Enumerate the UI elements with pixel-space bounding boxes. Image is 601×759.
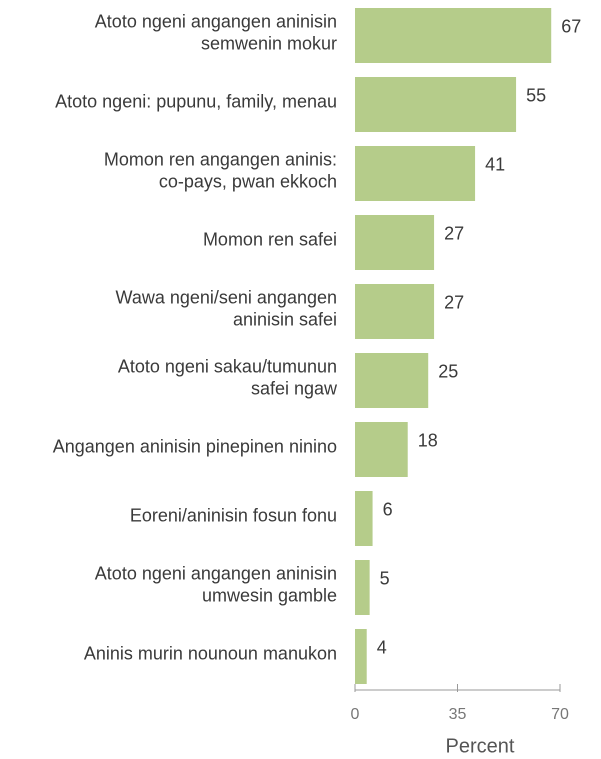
category-label: Atoto ngeni angangen aninisin semwenin mo…: [95, 11, 337, 53]
x-tick-label: 70: [551, 706, 569, 723]
category-label: Eoreni/aninisin fosun fonu: [130, 505, 337, 525]
x-tick-label: 0: [351, 706, 360, 723]
value-label: 4: [377, 637, 387, 657]
bar: [355, 8, 552, 63]
x-axis-label: Percent: [446, 735, 515, 757]
bar: [355, 353, 429, 408]
value-label: 27: [444, 292, 464, 312]
bar: [355, 491, 373, 546]
value-label: 25: [438, 361, 458, 381]
bar: [355, 560, 370, 615]
value-label: 41: [485, 154, 505, 174]
value-label: 55: [526, 85, 546, 105]
category-label: Angangen aninisin pinepinen ninino: [53, 436, 337, 456]
value-label: 5: [380, 568, 390, 588]
category-label: Wawa ngeni/seni angangen aninisin safei: [116, 287, 338, 329]
bar: [355, 77, 517, 132]
bar: [355, 215, 435, 270]
category-label: Momon ren angangen aninis: co-pays, pwan …: [104, 149, 337, 191]
value-label: 6: [383, 499, 393, 519]
bar: [355, 284, 435, 339]
value-label: 18: [418, 430, 438, 450]
category-label: Momon ren safei: [203, 229, 337, 249]
category-label: Atoto ngeni angangen aninisin umwesin gam…: [95, 563, 337, 605]
value-label: 27: [444, 223, 464, 243]
bar: [355, 629, 367, 684]
category-label: Atoto ngeni: pupunu, family, menau: [55, 91, 337, 111]
category-label: Atoto ngeni sakau/tumunun safei ngaw: [118, 356, 338, 398]
x-tick-label: 35: [449, 706, 467, 723]
bar: [355, 146, 476, 201]
value-label: 67: [561, 16, 581, 36]
category-label: Aninis murin nounoun manukon: [84, 643, 337, 663]
bar: [355, 422, 408, 477]
